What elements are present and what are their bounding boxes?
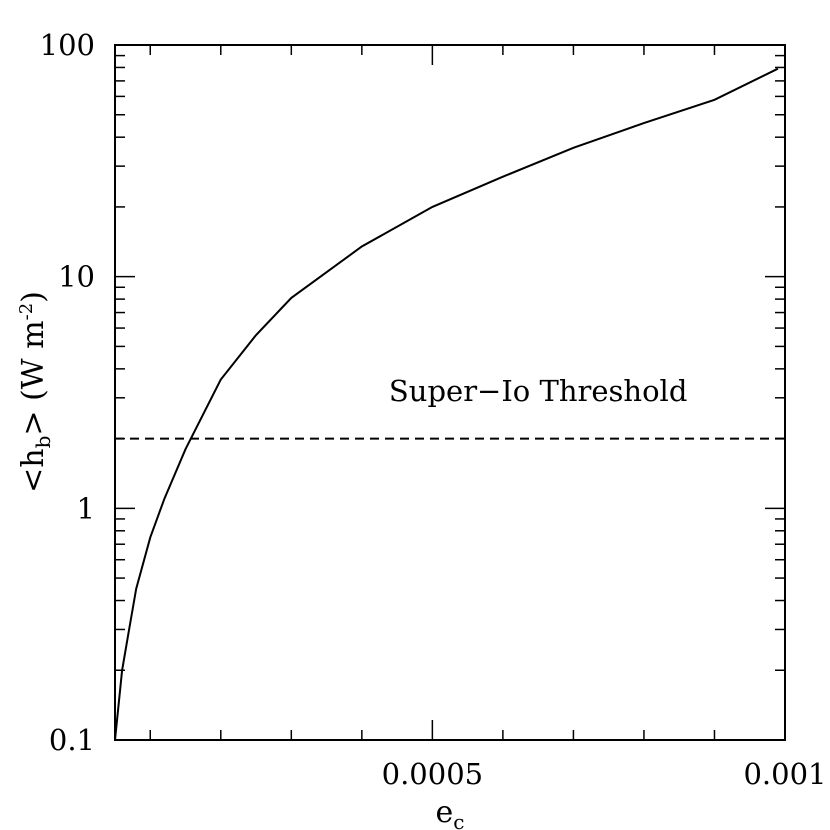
y-axis-title-superscript: -2 [16, 303, 37, 321]
y-axis-title: <hb> (W m-2) [16, 291, 55, 493]
y-axis-title-part-3: ) [16, 291, 51, 303]
y-axis-title-part-1: <h [16, 448, 51, 492]
tick-labels: 0.0005 0.001 0.1 1 10 100 [40, 28, 827, 791]
y-tick-label: 100 [40, 28, 95, 62]
y-axis-title-subscript: b [31, 436, 55, 449]
y-axis-title-part-2: > (W m [16, 320, 51, 435]
threshold-annotation: Super−Io Threshold [389, 374, 687, 408]
x-axis-title-main: e [436, 795, 454, 830]
series-group [114, 67, 785, 741]
x-tick-label: 0.001 [743, 757, 826, 791]
y-tick-label: 0.1 [49, 723, 95, 757]
y-tick-label: 1 [77, 491, 95, 525]
plot-frame [114, 44, 786, 741]
y-tick-label: 10 [58, 260, 95, 294]
x-axis-title: ec [436, 795, 465, 830]
x-tick-label: 0.0005 [382, 757, 483, 791]
x-axis-title-subscript: c [453, 810, 464, 830]
heating-curve [114, 67, 779, 741]
